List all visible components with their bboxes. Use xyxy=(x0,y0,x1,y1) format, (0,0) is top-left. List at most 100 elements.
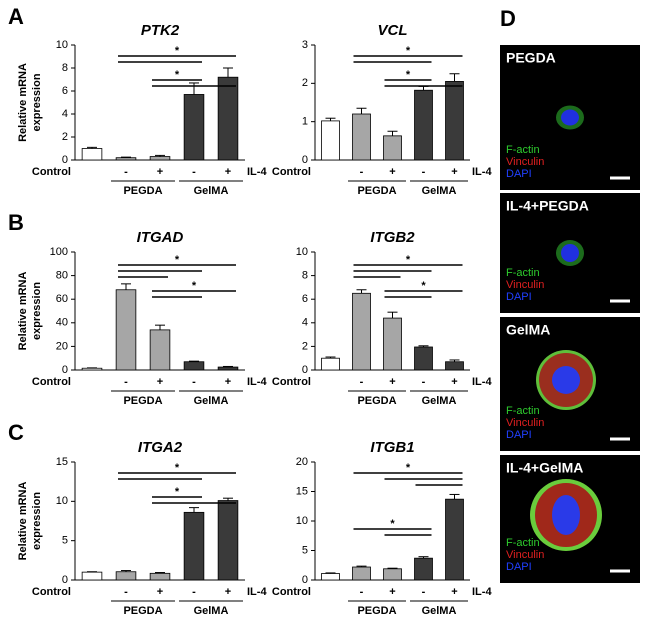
x-tick-label: - xyxy=(360,166,364,178)
chart-title: ITGB2 xyxy=(370,229,415,246)
error-bar xyxy=(356,565,367,568)
stain-label: DAPI xyxy=(506,291,532,303)
treatment-label: IL-4 xyxy=(472,166,492,178)
significance-star: * xyxy=(406,254,411,266)
significance-star: * xyxy=(175,254,180,266)
bar xyxy=(321,357,340,371)
bar xyxy=(383,135,402,161)
error-bar xyxy=(356,289,367,294)
x-tick-label: + xyxy=(389,586,395,598)
stain-label: F-actin xyxy=(506,267,540,279)
significance-star: * xyxy=(175,45,180,57)
error-bar xyxy=(189,360,199,362)
y-axis-label: Relative mRNA xyxy=(17,482,29,561)
bar xyxy=(217,500,239,581)
x-tick-label: + xyxy=(389,376,395,388)
x-tick-label: + xyxy=(451,376,457,388)
y-tick-label: 8 xyxy=(302,270,308,282)
x-tick-label: + xyxy=(225,376,231,388)
treatment-label: IL-4 xyxy=(472,586,492,598)
error-bar xyxy=(449,73,460,82)
bar xyxy=(183,511,205,581)
stain-label: F-actin xyxy=(506,144,540,156)
x-tick-label: Control xyxy=(272,586,311,598)
stain-label: Vinculin xyxy=(506,279,544,291)
error-bar xyxy=(387,130,398,136)
error-bar xyxy=(418,85,429,91)
bar xyxy=(352,566,371,581)
y-axis-label: Relative mRNA xyxy=(17,63,29,142)
error-bar xyxy=(121,570,131,572)
panel-letter: C xyxy=(8,420,24,445)
bar xyxy=(81,148,103,161)
error-bar xyxy=(189,82,199,95)
significance-star: * xyxy=(406,462,411,474)
bar xyxy=(321,573,340,581)
bar xyxy=(414,346,433,371)
chart-title: ITGAD xyxy=(137,229,184,246)
bar xyxy=(81,367,103,371)
bar xyxy=(149,329,171,371)
x-tick-label: + xyxy=(451,166,457,178)
x-tick-label: - xyxy=(124,376,128,388)
y-tick-label: 15 xyxy=(56,456,68,468)
y-tick-label: 3 xyxy=(302,39,308,51)
bar xyxy=(217,76,239,161)
bar xyxy=(115,289,137,371)
x-tick-label: Control xyxy=(32,376,71,388)
error-bar xyxy=(449,359,460,362)
error-bar xyxy=(155,572,165,574)
bar xyxy=(149,156,171,161)
y-tick-label: 60 xyxy=(56,293,68,305)
y-tick-label: 2 xyxy=(62,131,68,143)
significance-star: * xyxy=(406,69,411,81)
group-label: PEGDA xyxy=(123,395,162,407)
treatment-label: IL-4 xyxy=(472,376,492,388)
y-tick-label: 5 xyxy=(302,544,308,556)
bar xyxy=(352,292,371,371)
treatment-label: IL-4 xyxy=(247,376,267,388)
x-tick-label: - xyxy=(124,586,128,598)
group-label: PEGDA xyxy=(123,605,162,617)
x-tick-label: + xyxy=(157,166,163,178)
bar xyxy=(383,568,402,581)
group-label: GelMA xyxy=(422,185,457,197)
error-bar xyxy=(387,311,398,319)
error-bar xyxy=(418,556,429,559)
micrograph-label: IL-4+PEGDA xyxy=(506,198,589,214)
x-tick-label: - xyxy=(360,376,364,388)
group-label: PEGDA xyxy=(357,185,396,197)
x-tick-label: - xyxy=(192,166,196,178)
treatment-label: IL-4 xyxy=(247,166,267,178)
significance-star: * xyxy=(175,69,180,81)
x-tick-label: + xyxy=(225,586,231,598)
y-tick-label: 2 xyxy=(302,77,308,89)
panel-letter: A xyxy=(8,4,24,29)
stain-label: Vinculin xyxy=(506,156,544,168)
x-tick-label: Control xyxy=(32,166,71,178)
y-tick-label: 0 xyxy=(302,154,308,166)
error-bar xyxy=(387,567,398,569)
error-bar xyxy=(223,497,233,501)
y-tick-label: 5 xyxy=(62,535,68,547)
y-tick-label: 40 xyxy=(56,317,68,329)
error-bar xyxy=(121,283,131,290)
y-tick-label: 20 xyxy=(56,340,68,352)
bar xyxy=(445,361,464,371)
group-label: PEGDA xyxy=(357,395,396,407)
x-tick-label: - xyxy=(124,166,128,178)
y-tick-label: 2 xyxy=(302,340,308,352)
bar xyxy=(183,94,205,161)
y-axis-label: expression xyxy=(31,492,43,550)
x-tick-label: Control xyxy=(272,166,311,178)
bar xyxy=(414,89,433,161)
bar xyxy=(81,571,103,581)
chart-title: VCL xyxy=(378,22,408,39)
y-tick-label: 6 xyxy=(62,85,68,97)
error-bar xyxy=(155,154,165,157)
y-tick-label: 10 xyxy=(296,246,308,258)
x-tick-label: - xyxy=(360,586,364,598)
group-label: GelMA xyxy=(194,185,229,197)
error-bar xyxy=(121,156,131,158)
